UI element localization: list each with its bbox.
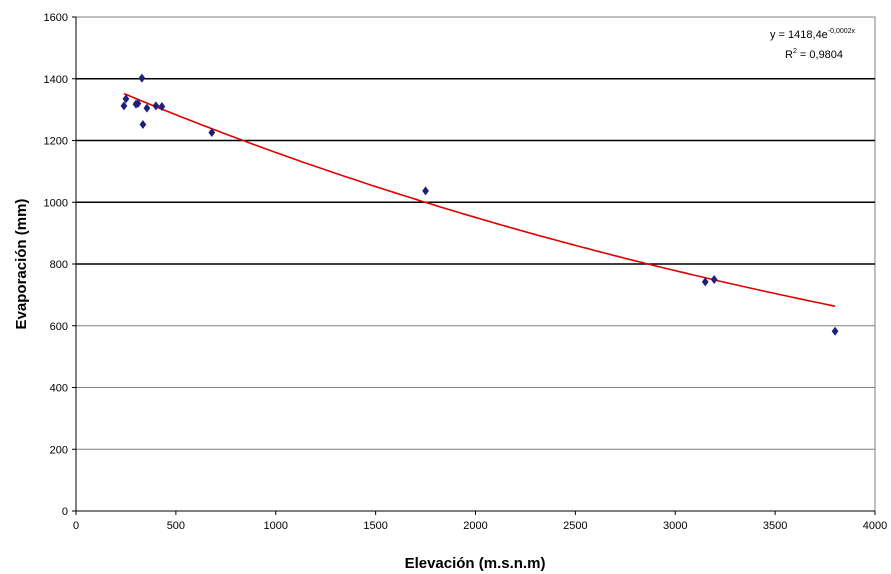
data-point-4 (138, 73, 146, 83)
svg-text:y = 1418,4e-0,0002x: y = 1418,4e-0,0002x (770, 28, 856, 41)
x-tick-label-3000: 3000 (663, 520, 687, 532)
axes (72, 16, 876, 515)
y-tick-label-200: 200 (50, 444, 68, 456)
data-point-8 (158, 102, 166, 112)
data-point-12 (710, 274, 718, 284)
equation-exponent: -0,0002x (828, 28, 856, 35)
x-tick-label-0: 0 (73, 520, 79, 532)
data-point-3 (134, 98, 142, 108)
r-squared-r: R (785, 49, 793, 61)
y-tick-label-400: 400 (50, 383, 68, 395)
r-squared-value: = 0,9804 (797, 49, 843, 61)
y-tick-label-1600: 1600 (44, 12, 68, 24)
x-tick-label-2500: 2500 (563, 520, 587, 532)
tick-labels: 0 500 1000 1500 2000 2500 3000 3500 4000 0 200 400 6… (44, 12, 888, 532)
data-point-0 (120, 101, 128, 111)
data-point-1 (122, 94, 130, 104)
y-tick-label-800: 800 (50, 259, 68, 271)
y-tick-label-1200: 1200 (44, 136, 68, 148)
gridlines (76, 78, 875, 450)
data-point-10 (422, 186, 429, 196)
equation-main: y = 1418,4e (770, 29, 828, 41)
x-tick-label-2000: 2000 (463, 520, 487, 532)
data-point-7 (152, 101, 160, 111)
x-axis-label: Elevación (m.s.n.m) (405, 555, 546, 572)
x-tick-label-3500: 3500 (763, 520, 787, 532)
data-points (120, 73, 839, 336)
data-point-6 (143, 103, 151, 113)
data-point-9 (208, 127, 216, 137)
y-tick-label-1000: 1000 (44, 197, 68, 209)
svg-text:R2 = 0,9804: R2 = 0,9804 (785, 48, 843, 61)
data-point-13 (831, 326, 839, 336)
x-tick-label-1500: 1500 (363, 520, 387, 532)
y-axis-label: Evaporación (mm) (13, 199, 30, 330)
x-tick-label-1000: 1000 (264, 520, 288, 532)
data-point-5 (139, 119, 147, 129)
x-tick-label-500: 500 (167, 520, 185, 532)
x-tick-label-4000: 4000 (863, 520, 887, 532)
y-tick-label-600: 600 (50, 321, 68, 333)
r-squared-exponent: 2 (793, 48, 797, 55)
y-tick-label-0: 0 (62, 506, 68, 518)
trendline-equation: y = 1418,4e-0,0002x R2 = 0,9804 (770, 28, 856, 61)
y-tick-label-1400: 1400 (44, 74, 68, 86)
data-point-11 (701, 277, 709, 287)
